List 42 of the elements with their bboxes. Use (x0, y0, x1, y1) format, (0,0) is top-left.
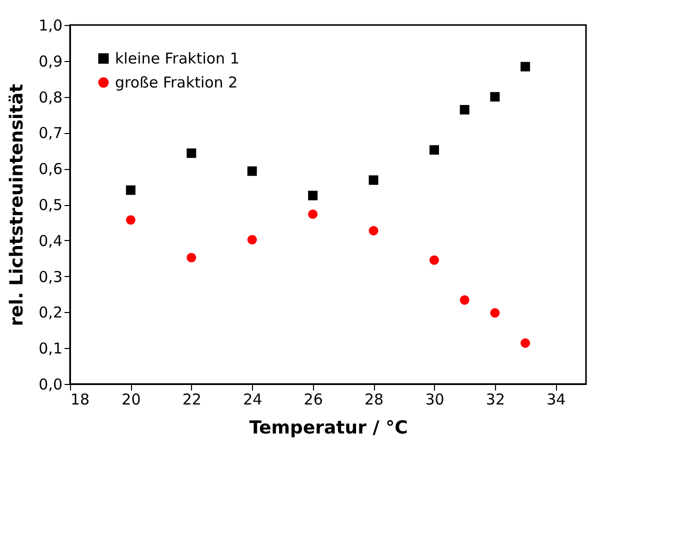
point (247, 166, 257, 176)
y-tick-label: 0,5 (38, 196, 62, 214)
x-tick-label: 28 (364, 390, 384, 408)
point (490, 92, 500, 102)
y-tick-label: 0,9 (38, 52, 62, 70)
y-tick-label: 1,0 (38, 16, 62, 34)
point (429, 255, 439, 265)
point (368, 175, 378, 185)
point (126, 185, 136, 195)
y-tick-label: 0,2 (38, 304, 62, 322)
point (186, 252, 196, 262)
point (247, 234, 257, 244)
point (186, 148, 196, 158)
x-axis-title: Temperatur / °C (249, 418, 408, 438)
legend-label: große Fraktion 2 (115, 74, 238, 92)
point (308, 209, 318, 219)
x-tick-label: 26 (304, 390, 323, 408)
point (308, 190, 318, 200)
y-tick-label: 0,1 (38, 340, 62, 358)
x-tick-label: 18 (70, 390, 90, 408)
y-tick-label: 0,8 (38, 88, 62, 106)
y-tick-label: 0,4 (38, 232, 62, 250)
point (490, 308, 500, 318)
y-tick-label: 0,0 (38, 376, 62, 394)
point (460, 295, 470, 305)
legend-label: kleine Fraktion 1 (115, 50, 240, 68)
y-tick-label: 0,3 (38, 268, 62, 286)
point (429, 145, 439, 155)
y-axis-title: rel. Lichtstreuintensität (6, 84, 28, 326)
x-tick-label: 32 (486, 390, 505, 408)
x-tick-label: 20 (122, 390, 141, 408)
x-tick-label: 22 (182, 390, 202, 408)
y-tick-label: 0,7 (38, 124, 62, 142)
point (126, 215, 136, 225)
point (460, 104, 470, 114)
point (520, 338, 530, 348)
x-tick-label: 24 (243, 390, 262, 408)
y-tick-label: 0,6 (38, 160, 62, 178)
point (368, 226, 378, 236)
x-tick-label: 34 (546, 390, 566, 408)
point (520, 62, 530, 72)
x-tick-label: 30 (425, 390, 444, 408)
